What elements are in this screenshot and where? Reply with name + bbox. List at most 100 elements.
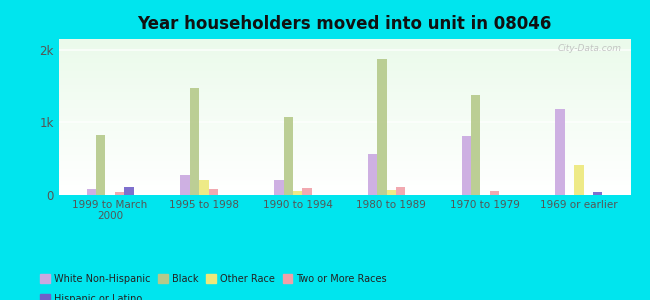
Bar (58, 55, 630, 56)
Bar (58, 156, 630, 158)
Bar (58, 91, 630, 92)
Bar (58, 179, 630, 181)
Bar (471, 95, 480, 195)
Legend: Hispanic or Latino: Hispanic or Latino (40, 294, 142, 300)
Bar (58, 56, 630, 58)
Bar (58, 175, 630, 176)
Bar (58, 104, 630, 106)
Bar (58, 108, 630, 109)
Bar (58, 103, 630, 104)
Bar (58, 178, 630, 179)
Bar (58, 148, 630, 150)
Bar (58, 59, 630, 61)
Bar (58, 42, 630, 44)
Bar (58, 151, 630, 153)
Bar (58, 186, 630, 187)
Bar (58, 159, 630, 161)
Bar (58, 80, 630, 81)
Bar (58, 182, 630, 184)
Bar (181, 176, 190, 195)
Bar (58, 158, 630, 159)
Bar (396, 188, 406, 195)
Bar (58, 112, 630, 114)
Bar (274, 181, 283, 195)
Bar (58, 137, 630, 139)
Bar (58, 67, 630, 69)
Bar (58, 161, 630, 162)
Bar (58, 76, 630, 78)
Bar (58, 134, 630, 136)
Bar (58, 147, 630, 148)
Bar (58, 116, 630, 117)
Bar (58, 81, 630, 83)
Bar (58, 131, 630, 133)
Bar (58, 89, 630, 91)
Bar (115, 192, 124, 195)
Bar (58, 125, 630, 126)
Bar (58, 100, 630, 101)
Bar (58, 94, 630, 95)
Bar (462, 136, 471, 195)
Bar (96, 135, 105, 195)
Bar (58, 190, 630, 192)
Bar (58, 44, 630, 45)
Bar (58, 106, 630, 108)
Bar (58, 47, 630, 48)
Bar (574, 164, 584, 195)
Bar (58, 142, 630, 143)
Bar (58, 78, 630, 80)
Bar (58, 62, 630, 64)
Bar (283, 117, 293, 195)
Bar (58, 45, 630, 47)
Bar (58, 143, 630, 145)
Bar (58, 83, 630, 84)
Bar (58, 50, 630, 52)
Bar (58, 194, 630, 195)
Bar (556, 110, 565, 195)
Bar (58, 40, 630, 42)
Bar (58, 86, 630, 87)
Bar (190, 88, 199, 195)
Bar (58, 184, 630, 186)
Bar (58, 140, 630, 142)
Bar (490, 191, 499, 195)
Bar (58, 126, 630, 128)
Bar (58, 118, 630, 120)
Bar (58, 165, 630, 167)
Bar (58, 52, 630, 53)
Bar (58, 64, 630, 65)
Bar (58, 97, 630, 98)
Bar (368, 154, 377, 195)
Bar (58, 145, 630, 147)
Bar (58, 61, 630, 62)
Bar (58, 172, 630, 173)
Bar (58, 58, 630, 59)
Bar (58, 114, 630, 116)
Bar (58, 98, 630, 100)
Bar (58, 130, 630, 131)
Bar (293, 191, 302, 195)
Bar (58, 120, 630, 122)
Bar (377, 59, 387, 195)
Bar (58, 167, 630, 169)
Bar (58, 109, 630, 111)
Bar (58, 84, 630, 86)
Bar (58, 48, 630, 50)
Bar (58, 72, 630, 73)
Bar (209, 189, 218, 195)
Bar (58, 122, 630, 123)
Bar (58, 154, 630, 156)
Bar (58, 70, 630, 72)
Title: Year householders moved into unit in 08046: Year householders moved into unit in 080… (137, 15, 552, 33)
Bar (86, 189, 96, 195)
Bar (58, 117, 630, 118)
Bar (58, 65, 630, 67)
Bar (58, 39, 630, 40)
Text: City-Data.com: City-Data.com (558, 44, 622, 53)
Bar (199, 180, 209, 195)
Bar (58, 92, 630, 94)
Bar (302, 188, 312, 195)
Bar (58, 128, 630, 130)
Bar (58, 153, 630, 154)
Bar (58, 162, 630, 164)
